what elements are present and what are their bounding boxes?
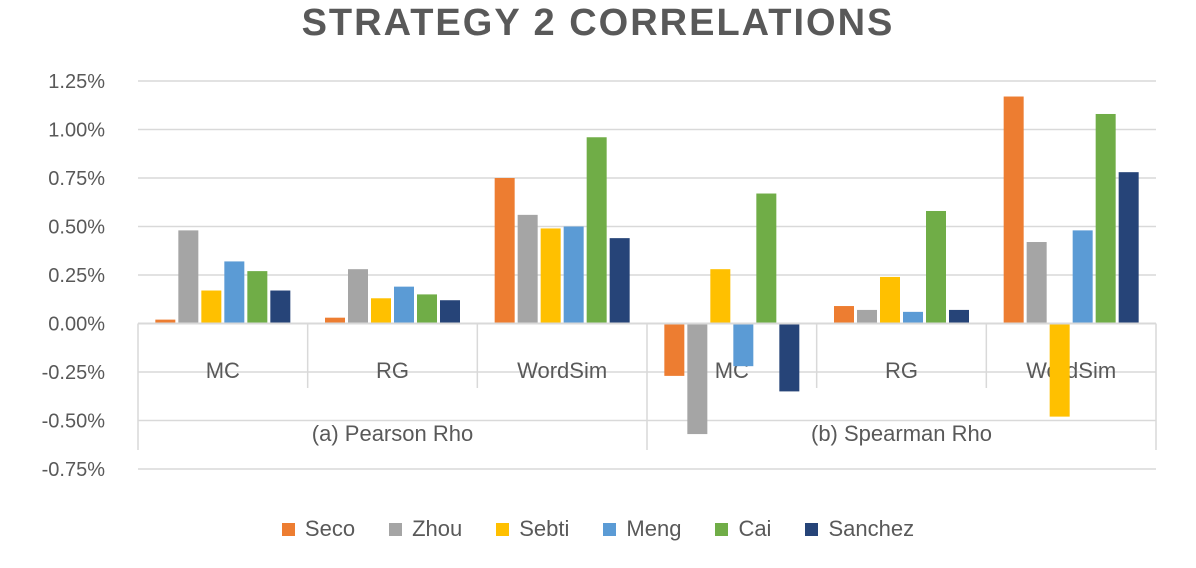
legend-label: Seco xyxy=(304,516,356,541)
bar xyxy=(710,269,731,324)
bar xyxy=(609,238,630,324)
bar xyxy=(664,323,685,376)
legend-swatch xyxy=(389,522,403,536)
legend-item: Sanchez xyxy=(805,516,914,542)
group-label: (b) Spearman Rho xyxy=(811,421,992,446)
category-label: WordSim xyxy=(517,358,607,383)
legend-label: Sebti xyxy=(519,516,570,541)
legend-item: Zhou xyxy=(389,516,462,542)
legend-label: Cai xyxy=(738,516,772,541)
bar xyxy=(1049,323,1070,417)
bar xyxy=(1118,172,1139,324)
y-tick-label: 0.75% xyxy=(48,168,105,190)
chart-title: STRATEGY 2 CORRELATIONS xyxy=(301,2,895,44)
bar xyxy=(1003,96,1024,324)
legend-label: Meng xyxy=(626,516,682,541)
y-tick-label: -0.75% xyxy=(42,459,106,481)
y-tick-label: 0.00% xyxy=(48,314,105,336)
bar xyxy=(586,137,607,324)
legend-item: Meng xyxy=(603,516,681,542)
bar xyxy=(540,228,561,324)
bar xyxy=(494,178,515,324)
legend-item: Sebti xyxy=(496,516,569,542)
category-label: RG xyxy=(376,358,409,383)
legend-swatch xyxy=(715,522,729,536)
category-label: RG xyxy=(885,358,918,383)
bar xyxy=(247,271,268,324)
bar xyxy=(201,290,222,324)
bar xyxy=(903,311,923,324)
bar xyxy=(417,294,437,324)
bar xyxy=(178,230,199,324)
bar xyxy=(155,319,176,324)
legend-swatch xyxy=(603,522,617,536)
y-tick-label: -0.25% xyxy=(42,362,106,384)
bar xyxy=(1072,230,1093,324)
bar xyxy=(834,306,854,324)
bar xyxy=(1026,242,1047,324)
group-label: (a) Pearson Rho xyxy=(312,421,473,446)
y-tick-label: 1.25% xyxy=(48,71,105,93)
bar xyxy=(926,210,946,324)
y-tick-label: 0.25% xyxy=(48,265,105,287)
bar xyxy=(348,269,368,324)
bar xyxy=(1095,113,1116,324)
bar xyxy=(394,286,414,324)
bar xyxy=(733,323,754,367)
bar xyxy=(440,300,460,324)
legend-swatch xyxy=(281,522,295,536)
y-tick-label: 1.00% xyxy=(48,120,105,142)
bar xyxy=(270,290,291,324)
bar xyxy=(224,261,245,324)
legend-swatch xyxy=(805,522,819,536)
legend: Seco Zhou Sebti Meng Cai Sanchez xyxy=(0,516,1196,542)
bar xyxy=(880,276,900,324)
bar xyxy=(517,214,538,324)
category-label: WordSim xyxy=(1026,358,1116,383)
legend-label: Sanchez xyxy=(828,516,915,541)
y-tick-label: -0.50% xyxy=(42,411,106,433)
legend-swatch xyxy=(496,522,510,536)
legend-item: Seco xyxy=(281,516,356,542)
category-label: MC xyxy=(206,358,240,383)
bar xyxy=(325,317,345,324)
bar xyxy=(687,323,708,435)
y-tick-label: 0.50% xyxy=(48,217,105,239)
bar xyxy=(949,309,969,324)
bar xyxy=(857,309,877,324)
legend-item: Cai xyxy=(715,516,771,542)
bar xyxy=(779,323,800,392)
bar xyxy=(563,226,584,324)
legend-label: Zhou xyxy=(412,516,463,541)
bar xyxy=(756,193,777,324)
bar xyxy=(371,298,391,324)
